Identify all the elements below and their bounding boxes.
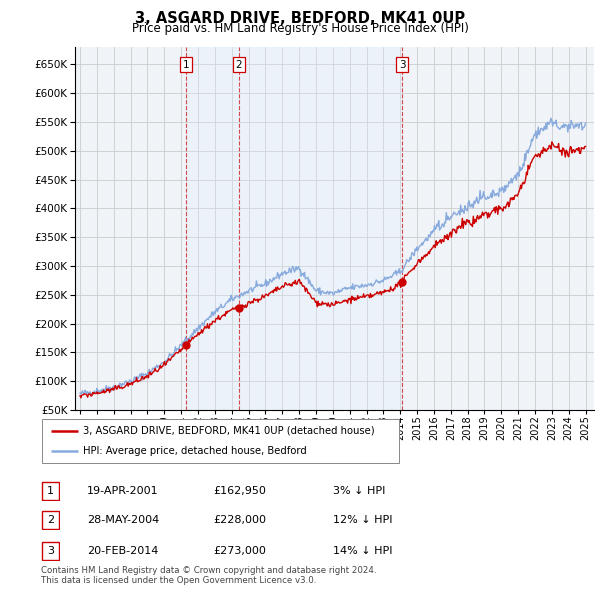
Text: 14% ↓ HPI: 14% ↓ HPI xyxy=(333,546,392,556)
Text: Contains HM Land Registry data © Crown copyright and database right 2024.
This d: Contains HM Land Registry data © Crown c… xyxy=(41,566,376,585)
FancyBboxPatch shape xyxy=(42,512,59,529)
Text: 2: 2 xyxy=(235,60,242,70)
Text: 3: 3 xyxy=(47,546,54,556)
Text: 3% ↓ HPI: 3% ↓ HPI xyxy=(333,486,385,496)
Text: 2: 2 xyxy=(47,516,54,525)
Text: 3, ASGARD DRIVE, BEDFORD, MK41 0UP: 3, ASGARD DRIVE, BEDFORD, MK41 0UP xyxy=(135,11,465,25)
Text: £228,000: £228,000 xyxy=(213,515,266,525)
Text: 28-MAY-2004: 28-MAY-2004 xyxy=(87,515,159,525)
FancyBboxPatch shape xyxy=(42,482,59,500)
Text: £273,000: £273,000 xyxy=(213,546,266,556)
Text: 3: 3 xyxy=(399,60,406,70)
Text: Price paid vs. HM Land Registry's House Price Index (HPI): Price paid vs. HM Land Registry's House … xyxy=(131,22,469,35)
Text: 3, ASGARD DRIVE, BEDFORD, MK41 0UP (detached house): 3, ASGARD DRIVE, BEDFORD, MK41 0UP (deta… xyxy=(83,426,374,436)
Text: 1: 1 xyxy=(47,486,54,496)
Text: 12% ↓ HPI: 12% ↓ HPI xyxy=(333,515,392,525)
FancyBboxPatch shape xyxy=(42,542,59,560)
Text: 20-FEB-2014: 20-FEB-2014 xyxy=(87,546,158,556)
FancyBboxPatch shape xyxy=(42,419,399,463)
Text: HPI: Average price, detached house, Bedford: HPI: Average price, detached house, Bedf… xyxy=(83,446,307,456)
Text: £162,950: £162,950 xyxy=(213,486,266,496)
Text: 1: 1 xyxy=(183,60,190,70)
Text: 19-APR-2001: 19-APR-2001 xyxy=(87,486,158,496)
Bar xyxy=(186,47,403,410)
